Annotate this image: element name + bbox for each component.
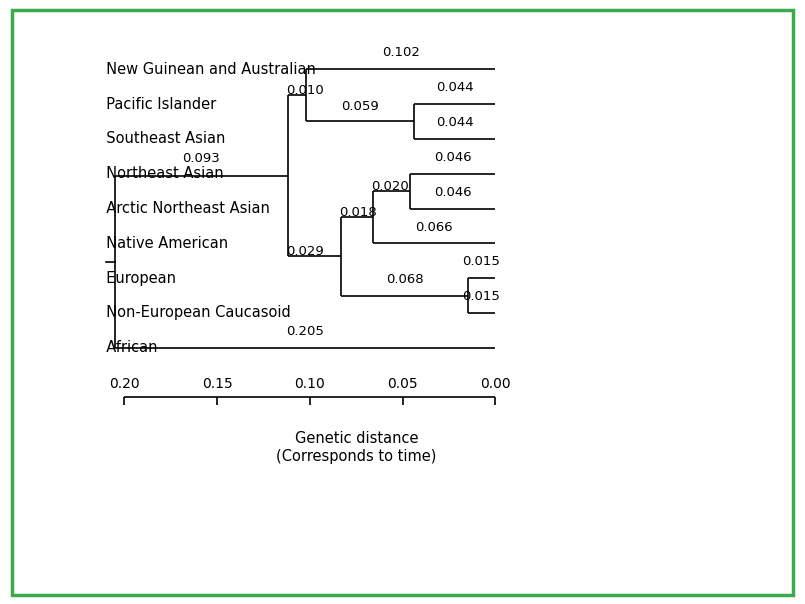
Text: 0.010: 0.010 <box>286 84 324 97</box>
Text: 0.018: 0.018 <box>340 206 378 219</box>
Text: 0.20: 0.20 <box>109 378 140 391</box>
Text: Southeast Asian: Southeast Asian <box>97 131 225 146</box>
Text: 0.044: 0.044 <box>436 116 473 129</box>
Text: 0.05: 0.05 <box>387 378 418 391</box>
Text: 0.044: 0.044 <box>436 82 473 94</box>
Text: 0.015: 0.015 <box>463 291 501 303</box>
Text: 0.15: 0.15 <box>202 378 233 391</box>
Text: 0.029: 0.029 <box>286 245 324 258</box>
Text: Northeast Asian: Northeast Asian <box>97 166 223 181</box>
Text: 0.046: 0.046 <box>434 186 472 199</box>
Text: Native American: Native American <box>97 236 228 251</box>
Text: 0.205: 0.205 <box>287 325 324 338</box>
Text: 0.102: 0.102 <box>382 47 419 59</box>
Text: African: African <box>97 340 157 355</box>
Text: Non-European Caucasoid: Non-European Caucasoid <box>97 306 291 321</box>
Text: 0.046: 0.046 <box>434 151 472 164</box>
Text: European: European <box>97 271 175 286</box>
Text: Genetic distance
(Corresponds to time): Genetic distance (Corresponds to time) <box>276 431 436 464</box>
Text: 0.00: 0.00 <box>480 378 510 391</box>
Text: Arctic Northeast Asian: Arctic Northeast Asian <box>97 201 270 216</box>
Text: New Guinean and Australian: New Guinean and Australian <box>97 62 316 77</box>
Text: 0.093: 0.093 <box>183 152 221 165</box>
Text: 0.015: 0.015 <box>463 255 501 268</box>
Text: 0.059: 0.059 <box>341 100 379 113</box>
Text: 0.066: 0.066 <box>415 220 453 234</box>
Text: 0.068: 0.068 <box>386 273 423 286</box>
Text: Pacific Islander: Pacific Islander <box>97 97 216 112</box>
Text: 0.020: 0.020 <box>371 180 409 193</box>
Text: 0.10: 0.10 <box>295 378 325 391</box>
